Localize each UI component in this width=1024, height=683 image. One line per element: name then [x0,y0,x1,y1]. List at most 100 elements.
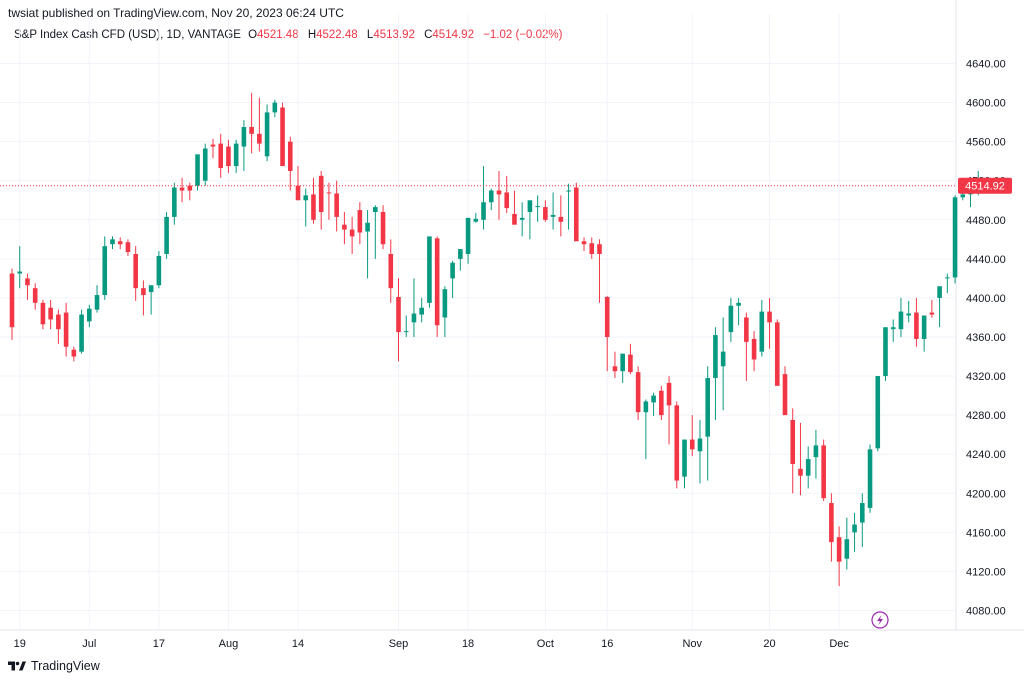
candle-body [465,217,471,254]
candle-body [133,253,138,289]
candle-body [434,238,440,326]
candle-body [767,311,772,323]
candle-body [411,313,417,323]
candle-body [836,537,842,562]
candle-body [318,175,324,212]
candle-body [172,187,177,217]
candle-body [156,255,162,286]
y-tick-label: 4480.00 [966,215,1006,227]
candle-body [403,331,409,333]
candle-body [365,222,370,232]
candle-body [117,241,123,245]
close-label: C [424,29,433,41]
y-tick-label: 4360.00 [966,332,1006,344]
candle-body [821,445,826,499]
x-tick-label: 19 [14,638,26,650]
candle-body [651,395,656,403]
candle-body [342,224,347,230]
candle-body [589,243,595,254]
candle-body [535,206,540,208]
candle-body [713,335,718,379]
candle-body [450,262,455,279]
candle-body [921,315,927,339]
candle-body [56,314,61,330]
candle-body [287,141,293,171]
candle-body [349,229,355,237]
x-tick-label: 16 [601,638,613,650]
x-tick-label: 20 [763,638,775,650]
low-label: L [366,29,374,41]
candle-body [798,468,803,476]
candle-body [751,338,757,360]
candle-body [63,312,69,347]
candle-body [867,449,873,508]
candle-body [875,376,881,449]
candle-body [473,218,479,222]
candle-body [960,194,966,198]
candle-body [597,244,602,254]
chart-legend: S&P Index Cash CFD (USD), 1D, VANTAGE O4… [14,29,562,41]
symbol-description[interactable]: S&P Index Cash CFD (USD), 1D, VANTAGE [14,29,241,41]
candle-body [125,242,131,253]
candle-body [558,216,564,222]
candle-body [102,246,108,296]
candle-body [249,127,254,134]
candle-body [427,236,432,303]
candle-body [295,185,301,201]
candle-body [929,312,935,315]
candle-body [659,390,664,416]
candle-body [906,313,911,316]
candle-body [860,503,865,523]
candle-body [945,277,950,279]
candle-body [280,107,285,167]
candle-body [829,503,834,543]
candle-body [195,154,200,186]
x-tick-label: Nov [682,638,702,650]
y-tick-label: 4240.00 [966,449,1006,461]
candle-body [17,271,23,274]
y-tick-label: 4560.00 [966,137,1006,149]
candle-body [612,366,618,372]
candle-body [720,351,726,367]
candle-body [937,286,942,298]
high-value: 4522.48 [316,29,358,41]
y-tick-label: 4160.00 [966,527,1006,539]
y-tick-label: 4200.00 [966,488,1006,500]
candle-body [674,405,680,481]
candle-body [527,200,533,212]
lightning-icon-glyph [877,615,883,625]
candle-body [759,311,765,352]
candle-body [813,445,819,458]
candle-body [311,194,316,220]
x-tick-label: 14 [292,638,304,650]
candle-body [110,239,115,245]
candle-body [388,253,394,289]
candle-body [71,349,77,357]
candle-body [481,202,486,220]
low-value: 4513.92 [373,29,415,41]
y-tick-label: 4280.00 [966,410,1006,422]
candle-body [581,241,587,245]
candle-body [805,459,811,476]
candle-body [550,214,556,217]
x-tick-label: Aug [219,638,239,650]
candle-body [257,133,262,144]
candle-body [682,439,687,477]
candle-body [396,296,401,333]
open-value: 4521.48 [257,29,299,41]
candle-body [914,312,919,339]
candle-body [40,302,46,325]
candle-body [697,438,703,452]
candle-body [164,216,169,254]
candle-body [790,420,796,464]
candle-body [635,372,641,413]
candle-body [643,401,649,413]
open-label: O [248,29,258,41]
candle-body [25,278,30,286]
x-tick-label: Sep [389,638,409,650]
y-tick-label: 4080.00 [966,605,1006,617]
candle-body [883,327,888,377]
last-price-badge [958,177,1012,194]
candle-body [94,295,100,310]
